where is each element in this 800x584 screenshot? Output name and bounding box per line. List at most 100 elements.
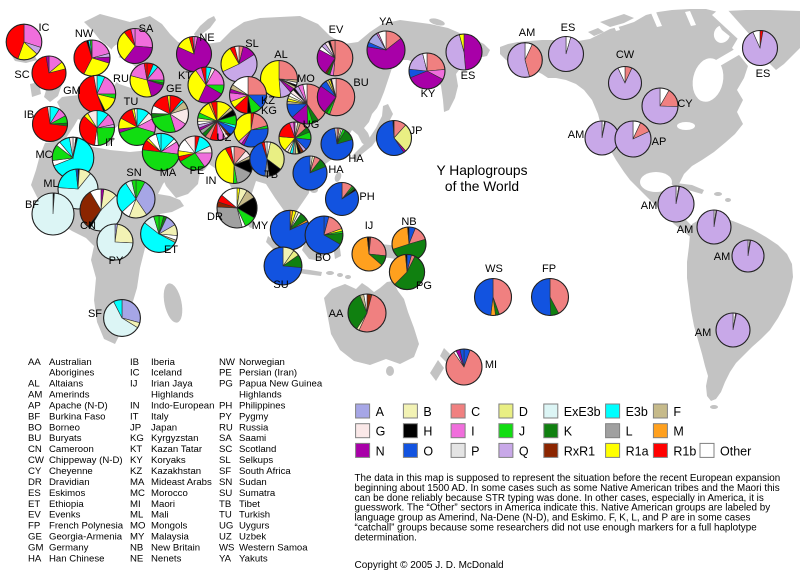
svg-text:UG: UG xyxy=(219,521,233,532)
svg-text:MA: MA xyxy=(130,477,145,488)
svg-text:RU: RU xyxy=(113,73,129,85)
svg-text:HA: HA xyxy=(328,164,344,176)
svg-text:N: N xyxy=(376,444,385,458)
svg-text:M: M xyxy=(673,425,683,439)
svg-text:NW: NW xyxy=(75,28,94,40)
svg-text:SA: SA xyxy=(219,433,232,444)
svg-text:R1b: R1b xyxy=(673,444,696,458)
svg-text:PE: PE xyxy=(219,368,232,379)
svg-text:FP: FP xyxy=(542,263,556,275)
svg-text:Mideast Arabs: Mideast Arabs xyxy=(151,477,212,488)
svg-text:Kyrgyzstan: Kyrgyzstan xyxy=(151,433,198,444)
svg-text:IN: IN xyxy=(130,401,140,412)
svg-text:I: I xyxy=(471,425,474,439)
svg-text:IC: IC xyxy=(130,368,140,379)
svg-text:Indo-European: Indo-European xyxy=(151,401,214,412)
svg-text:PG: PG xyxy=(219,379,233,390)
svg-text:Kazakhstan: Kazakhstan xyxy=(151,466,201,477)
svg-text:Altaians: Altaians xyxy=(49,379,83,390)
svg-text:Cheyenne: Cheyenne xyxy=(49,466,93,477)
svg-text:determination.: determination. xyxy=(355,532,417,543)
svg-text:A: A xyxy=(376,405,385,419)
svg-text:AP: AP xyxy=(28,401,41,412)
svg-text:TB: TB xyxy=(264,169,278,181)
svg-text:ES: ES xyxy=(461,70,476,82)
svg-text:Uzbek: Uzbek xyxy=(239,532,266,543)
svg-text:Han Chinese: Han Chinese xyxy=(49,553,104,564)
svg-text:SN: SN xyxy=(126,167,141,179)
svg-text:R1a: R1a xyxy=(626,444,649,458)
svg-text:NW: NW xyxy=(219,357,236,368)
svg-text:F: F xyxy=(673,405,681,419)
svg-text:JP: JP xyxy=(130,422,141,433)
svg-text:AL: AL xyxy=(28,379,40,390)
svg-text:Japan: Japan xyxy=(151,422,177,433)
svg-text:UZ: UZ xyxy=(217,132,232,144)
svg-text:AM: AM xyxy=(519,27,536,39)
svg-text:J: J xyxy=(519,425,525,439)
svg-text:BO: BO xyxy=(28,422,42,433)
svg-text:TU: TU xyxy=(219,510,232,521)
svg-text:CW: CW xyxy=(616,49,635,61)
svg-text:ExE3b: ExE3b xyxy=(564,405,601,419)
svg-text:French Polynesia: French Polynesia xyxy=(49,521,124,532)
svg-text:ML: ML xyxy=(130,510,144,521)
svg-text:TU: TU xyxy=(124,96,139,108)
svg-text:Buryats: Buryats xyxy=(49,433,82,444)
svg-text:Burkina Faso: Burkina Faso xyxy=(49,411,106,422)
svg-text:KG: KG xyxy=(261,105,277,117)
svg-text:SU: SU xyxy=(273,279,288,291)
svg-text:SN: SN xyxy=(219,477,232,488)
svg-text:Mali: Mali xyxy=(151,510,169,521)
svg-text:O: O xyxy=(423,444,433,458)
svg-text:Other: Other xyxy=(720,444,751,458)
svg-text:can be done reliably because S: can be done reliably because STR typing … xyxy=(355,493,764,504)
svg-text:language group as Amerind, Na-: language group as Amerind, Na-Dene (N-D)… xyxy=(355,513,751,524)
svg-text:Western Samoa: Western Samoa xyxy=(239,542,308,553)
svg-text:DR: DR xyxy=(207,211,223,223)
svg-text:Russia: Russia xyxy=(239,422,269,433)
svg-text:Borneo: Borneo xyxy=(49,422,80,433)
svg-text:KY: KY xyxy=(130,455,143,466)
svg-text:MC: MC xyxy=(35,149,52,161)
svg-text:beginning about 1500 AD. In so: beginning about 1500 AD. In some cases s… xyxy=(355,483,780,494)
svg-text:EV: EV xyxy=(28,510,41,521)
svg-text:GM: GM xyxy=(28,542,43,553)
svg-text:PH: PH xyxy=(359,191,374,203)
svg-text:Norwegian: Norwegian xyxy=(239,357,285,368)
svg-text:EV: EV xyxy=(329,24,344,36)
svg-text:South Africa: South Africa xyxy=(239,466,291,477)
svg-text:L: L xyxy=(626,425,633,439)
svg-text:Georgia-Armenia: Georgia-Armenia xyxy=(49,532,123,543)
svg-text:Sudan: Sudan xyxy=(239,477,267,488)
svg-text:CW: CW xyxy=(28,455,45,466)
svg-text:WS: WS xyxy=(485,263,503,275)
svg-text:CN: CN xyxy=(28,444,42,455)
svg-text:Copyright © 2005 J. D. McDonal: Copyright © 2005 J. D. McDonald xyxy=(355,560,504,571)
svg-text:AM: AM xyxy=(641,200,658,212)
svg-text:NE: NE xyxy=(130,553,143,564)
svg-text:SL: SL xyxy=(245,38,258,50)
svg-text:Cameroon: Cameroon xyxy=(49,444,94,455)
svg-text:ML: ML xyxy=(43,178,58,190)
svg-text:IT: IT xyxy=(105,137,115,149)
svg-text:Kazan Tatar: Kazan Tatar xyxy=(151,444,203,455)
svg-text:BU: BU xyxy=(28,433,41,444)
svg-text:UZ: UZ xyxy=(219,532,232,543)
svg-text:Papua New Guinea: Papua New Guinea xyxy=(239,379,323,390)
svg-text:P: P xyxy=(471,444,479,458)
svg-text:Highlands: Highlands xyxy=(151,390,194,401)
svg-text:MA: MA xyxy=(160,167,177,179)
svg-text:Scotland: Scotland xyxy=(239,444,276,455)
svg-text:K: K xyxy=(564,425,573,439)
svg-text:Philippines: Philippines xyxy=(239,401,286,412)
svg-text:IB: IB xyxy=(24,109,34,121)
svg-text:MO: MO xyxy=(297,73,315,85)
svg-text:IJ: IJ xyxy=(365,220,374,232)
svg-text:NB: NB xyxy=(130,542,143,553)
svg-text:Dravidian: Dravidian xyxy=(49,477,90,488)
svg-text:MY: MY xyxy=(252,220,269,232)
svg-text:KT: KT xyxy=(178,70,192,82)
svg-text:Tibet: Tibet xyxy=(239,499,260,510)
svg-text:WS: WS xyxy=(219,542,234,553)
